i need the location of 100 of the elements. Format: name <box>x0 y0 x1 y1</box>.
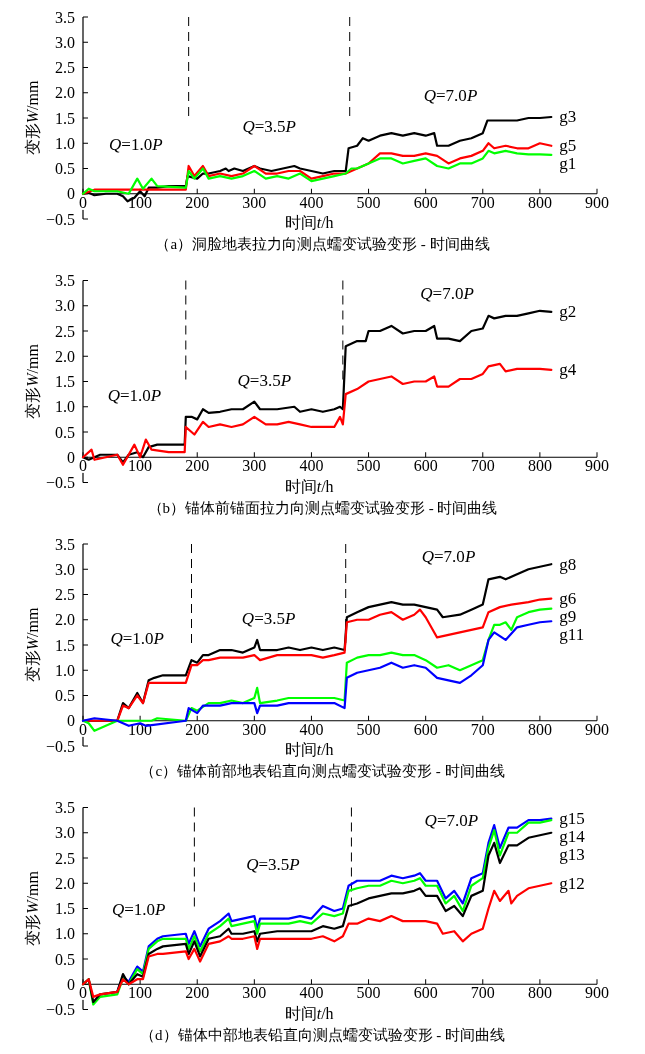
x-tick-label: 500 <box>356 193 381 211</box>
text: （d）锚体中部地表铅直向测点蠕变试验变形 - 时间曲线 <box>140 1026 505 1043</box>
annotation: Q=7.0P <box>423 85 478 105</box>
x-tick-label: 600 <box>413 193 438 211</box>
x-tick-label: 200 <box>185 984 210 1002</box>
x-tick-label: 800 <box>527 457 552 475</box>
series-label: g9 <box>559 607 577 627</box>
y-tick-label: 1.5 <box>55 636 75 654</box>
x-tick-label: 400 <box>299 193 324 211</box>
y-tick-label: 1.0 <box>55 134 75 152</box>
y-axis-title: 变形W/mm <box>23 80 41 156</box>
y-tick-label: −0.5 <box>45 210 75 228</box>
y-axis-title: 变形W/mm <box>23 343 41 419</box>
y-tick-label: 1.5 <box>55 109 75 127</box>
annotation: Q=3.5P <box>237 370 292 390</box>
x-tick-label: 300 <box>242 457 267 475</box>
y-tick-label: 3.5 <box>55 799 75 816</box>
y-tick-label: 1.0 <box>55 661 75 679</box>
x-tick-label: 300 <box>242 984 267 1002</box>
x-tick-label: 900 <box>585 720 609 738</box>
x-tick-label: 400 <box>299 457 324 475</box>
x-tick-label: 700 <box>470 457 495 475</box>
x-tick-label: 700 <box>470 720 495 738</box>
annotation: Q=1.0P <box>110 628 165 648</box>
y-tick-label: 2.0 <box>55 874 75 892</box>
text: （c）锚体前部地表铅直向测点蠕变试验变形 - 时间曲线 <box>140 763 505 779</box>
x-tick-label: 400 <box>299 720 324 738</box>
x-tick-label: 500 <box>356 984 381 1002</box>
x-tick-label: 100 <box>128 193 153 211</box>
y-tick-label: 2.5 <box>55 849 75 867</box>
y-tick-label: −0.5 <box>45 474 75 491</box>
y-tick-label: 2.0 <box>55 347 75 365</box>
y-tick-label: 1.5 <box>55 900 75 917</box>
y-tick-label: 0.5 <box>55 950 75 968</box>
y-tick-label: 1.5 <box>55 373 75 390</box>
series-label: g13 <box>559 845 585 865</box>
x-tick-label: 200 <box>185 457 210 475</box>
y-tick-label: 2.0 <box>55 611 75 629</box>
series-label: g6 <box>559 589 577 609</box>
series-label: g5 <box>559 136 577 156</box>
x-tick-label: 400 <box>299 984 324 1002</box>
x-tick-label: 300 <box>242 720 267 738</box>
y-tick-label: 1.0 <box>55 398 75 416</box>
x-tick-label: 300 <box>242 193 267 211</box>
series-label: g14 <box>559 827 586 847</box>
annotation: Q=3.5P <box>246 854 300 874</box>
x-tick-label: 800 <box>527 193 552 211</box>
y-tick-label: 2.5 <box>55 59 75 76</box>
y-axis-title: 变形W/mm <box>23 607 41 683</box>
text: （b）锚体前锚面拉力向测点蠕变试验变形 - 时间曲线 <box>147 499 498 516</box>
y-tick-label: 3.0 <box>55 33 75 51</box>
annotation: Q=1.0P <box>109 134 163 154</box>
annotation: Q=7.0P <box>424 810 479 829</box>
x-tick-label: 200 <box>185 720 210 738</box>
x-tick-label: 700 <box>470 193 495 211</box>
x-axis-title: 时间t/h <box>284 214 334 231</box>
x-tick-label: 600 <box>413 984 438 1002</box>
x-tick-label: 500 <box>356 457 381 475</box>
y-tick-label: 3.5 <box>55 8 75 26</box>
x-tick-label: 900 <box>585 984 609 1002</box>
series-label: g8 <box>559 554 577 574</box>
y-axis-title: 变形W/mm <box>23 870 41 946</box>
y-tick-label: 3.5 <box>55 272 75 289</box>
y-tick-label: −0.5 <box>45 1001 75 1018</box>
line-series <box>81 882 553 998</box>
y-tick-label: 0.5 <box>55 423 75 441</box>
series-label: g2 <box>559 302 577 322</box>
y-tick-label: −0.5 <box>45 737 75 755</box>
series-label: g12 <box>559 873 585 893</box>
series-label: g15 <box>559 809 585 829</box>
x-tick-label: 800 <box>527 984 552 1002</box>
y-tick-label: 3.0 <box>55 824 75 842</box>
x-tick-label: 600 <box>413 457 438 475</box>
text: （a）洞脸地表拉力向测点蠕变试验变形 - 时间曲线 <box>155 236 490 252</box>
annotation: Q=3.5P <box>242 116 296 136</box>
series-label: g3 <box>559 107 577 127</box>
y-tick-label: 3.5 <box>55 535 75 553</box>
x-axis-title: 时间t/h <box>284 741 334 758</box>
y-tick-label: 0.5 <box>55 160 75 177</box>
y-tick-label: 3.0 <box>55 297 75 315</box>
y-tick-label: 2.5 <box>55 322 75 340</box>
series-label: g11 <box>559 625 585 645</box>
x-tick-label: 800 <box>527 720 552 738</box>
x-tick-label: 500 <box>356 720 381 738</box>
x-tick-label: 900 <box>585 457 609 475</box>
x-tick-label: 600 <box>413 720 438 738</box>
x-tick-label: 200 <box>185 193 210 211</box>
x-axis-title: 时间t/h <box>284 477 334 495</box>
annotation: Q=7.0P <box>421 546 476 566</box>
annotation: Q=7.0P <box>420 283 474 302</box>
series-label: g1 <box>559 154 577 174</box>
y-tick-label: 2.0 <box>55 84 75 102</box>
y-tick-label: 3.0 <box>55 560 75 578</box>
x-tick-label: 700 <box>470 984 495 1002</box>
annotation: Q=1.0P <box>107 385 162 405</box>
x-tick-label: 100 <box>128 984 153 1002</box>
y-tick-label: 2.5 <box>55 586 75 603</box>
x-tick-label: 100 <box>128 457 153 475</box>
y-tick-label: 0.5 <box>55 687 75 704</box>
x-tick-label: 900 <box>585 193 609 211</box>
